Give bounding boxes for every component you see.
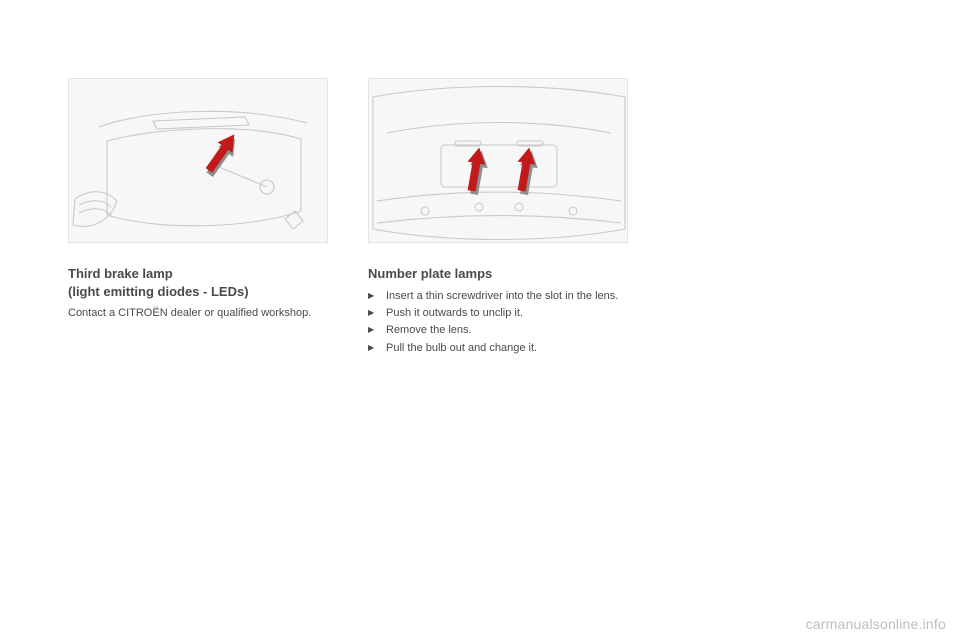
steps-list: Insert a thin screwdriver into the slot …: [368, 289, 628, 357]
arrow-plate-right: [499, 137, 549, 207]
figure-third-brake-lamp: [68, 78, 328, 243]
heading-number-plate-lamps: Number plate lamps: [368, 265, 628, 283]
list-item: Push it outwards to unclip it.: [368, 306, 628, 321]
heading-third-brake-lamp: Third brake lamp (light emitting diodes …: [68, 265, 328, 300]
heading-line-2: (light emitting diodes - LEDs): [68, 284, 249, 299]
columns-row: Third brake lamp (light emitting diodes …: [68, 78, 888, 358]
arrow-plate-left: [449, 137, 499, 207]
col-number-plate-lamps: Number plate lamps Insert a thin screwdr…: [368, 78, 628, 358]
list-item: Insert a thin screwdriver into the slot …: [368, 289, 628, 304]
page-content: Third brake lamp (light emitting diodes …: [68, 78, 888, 358]
watermark: carmanualsonline.info: [806, 616, 946, 632]
list-item: Pull the bulb out and change it.: [368, 341, 628, 356]
body-third-brake-lamp: Contact a CITROËN dealer or qualified wo…: [68, 306, 328, 321]
col-third-brake-lamp: Third brake lamp (light emitting diodes …: [68, 78, 328, 358]
arrow-brake-lamp: [187, 119, 247, 189]
list-item: Remove the lens.: [368, 323, 628, 338]
heading-line-1: Third brake lamp: [68, 266, 173, 281]
figure-number-plate-lamps: [368, 78, 628, 243]
